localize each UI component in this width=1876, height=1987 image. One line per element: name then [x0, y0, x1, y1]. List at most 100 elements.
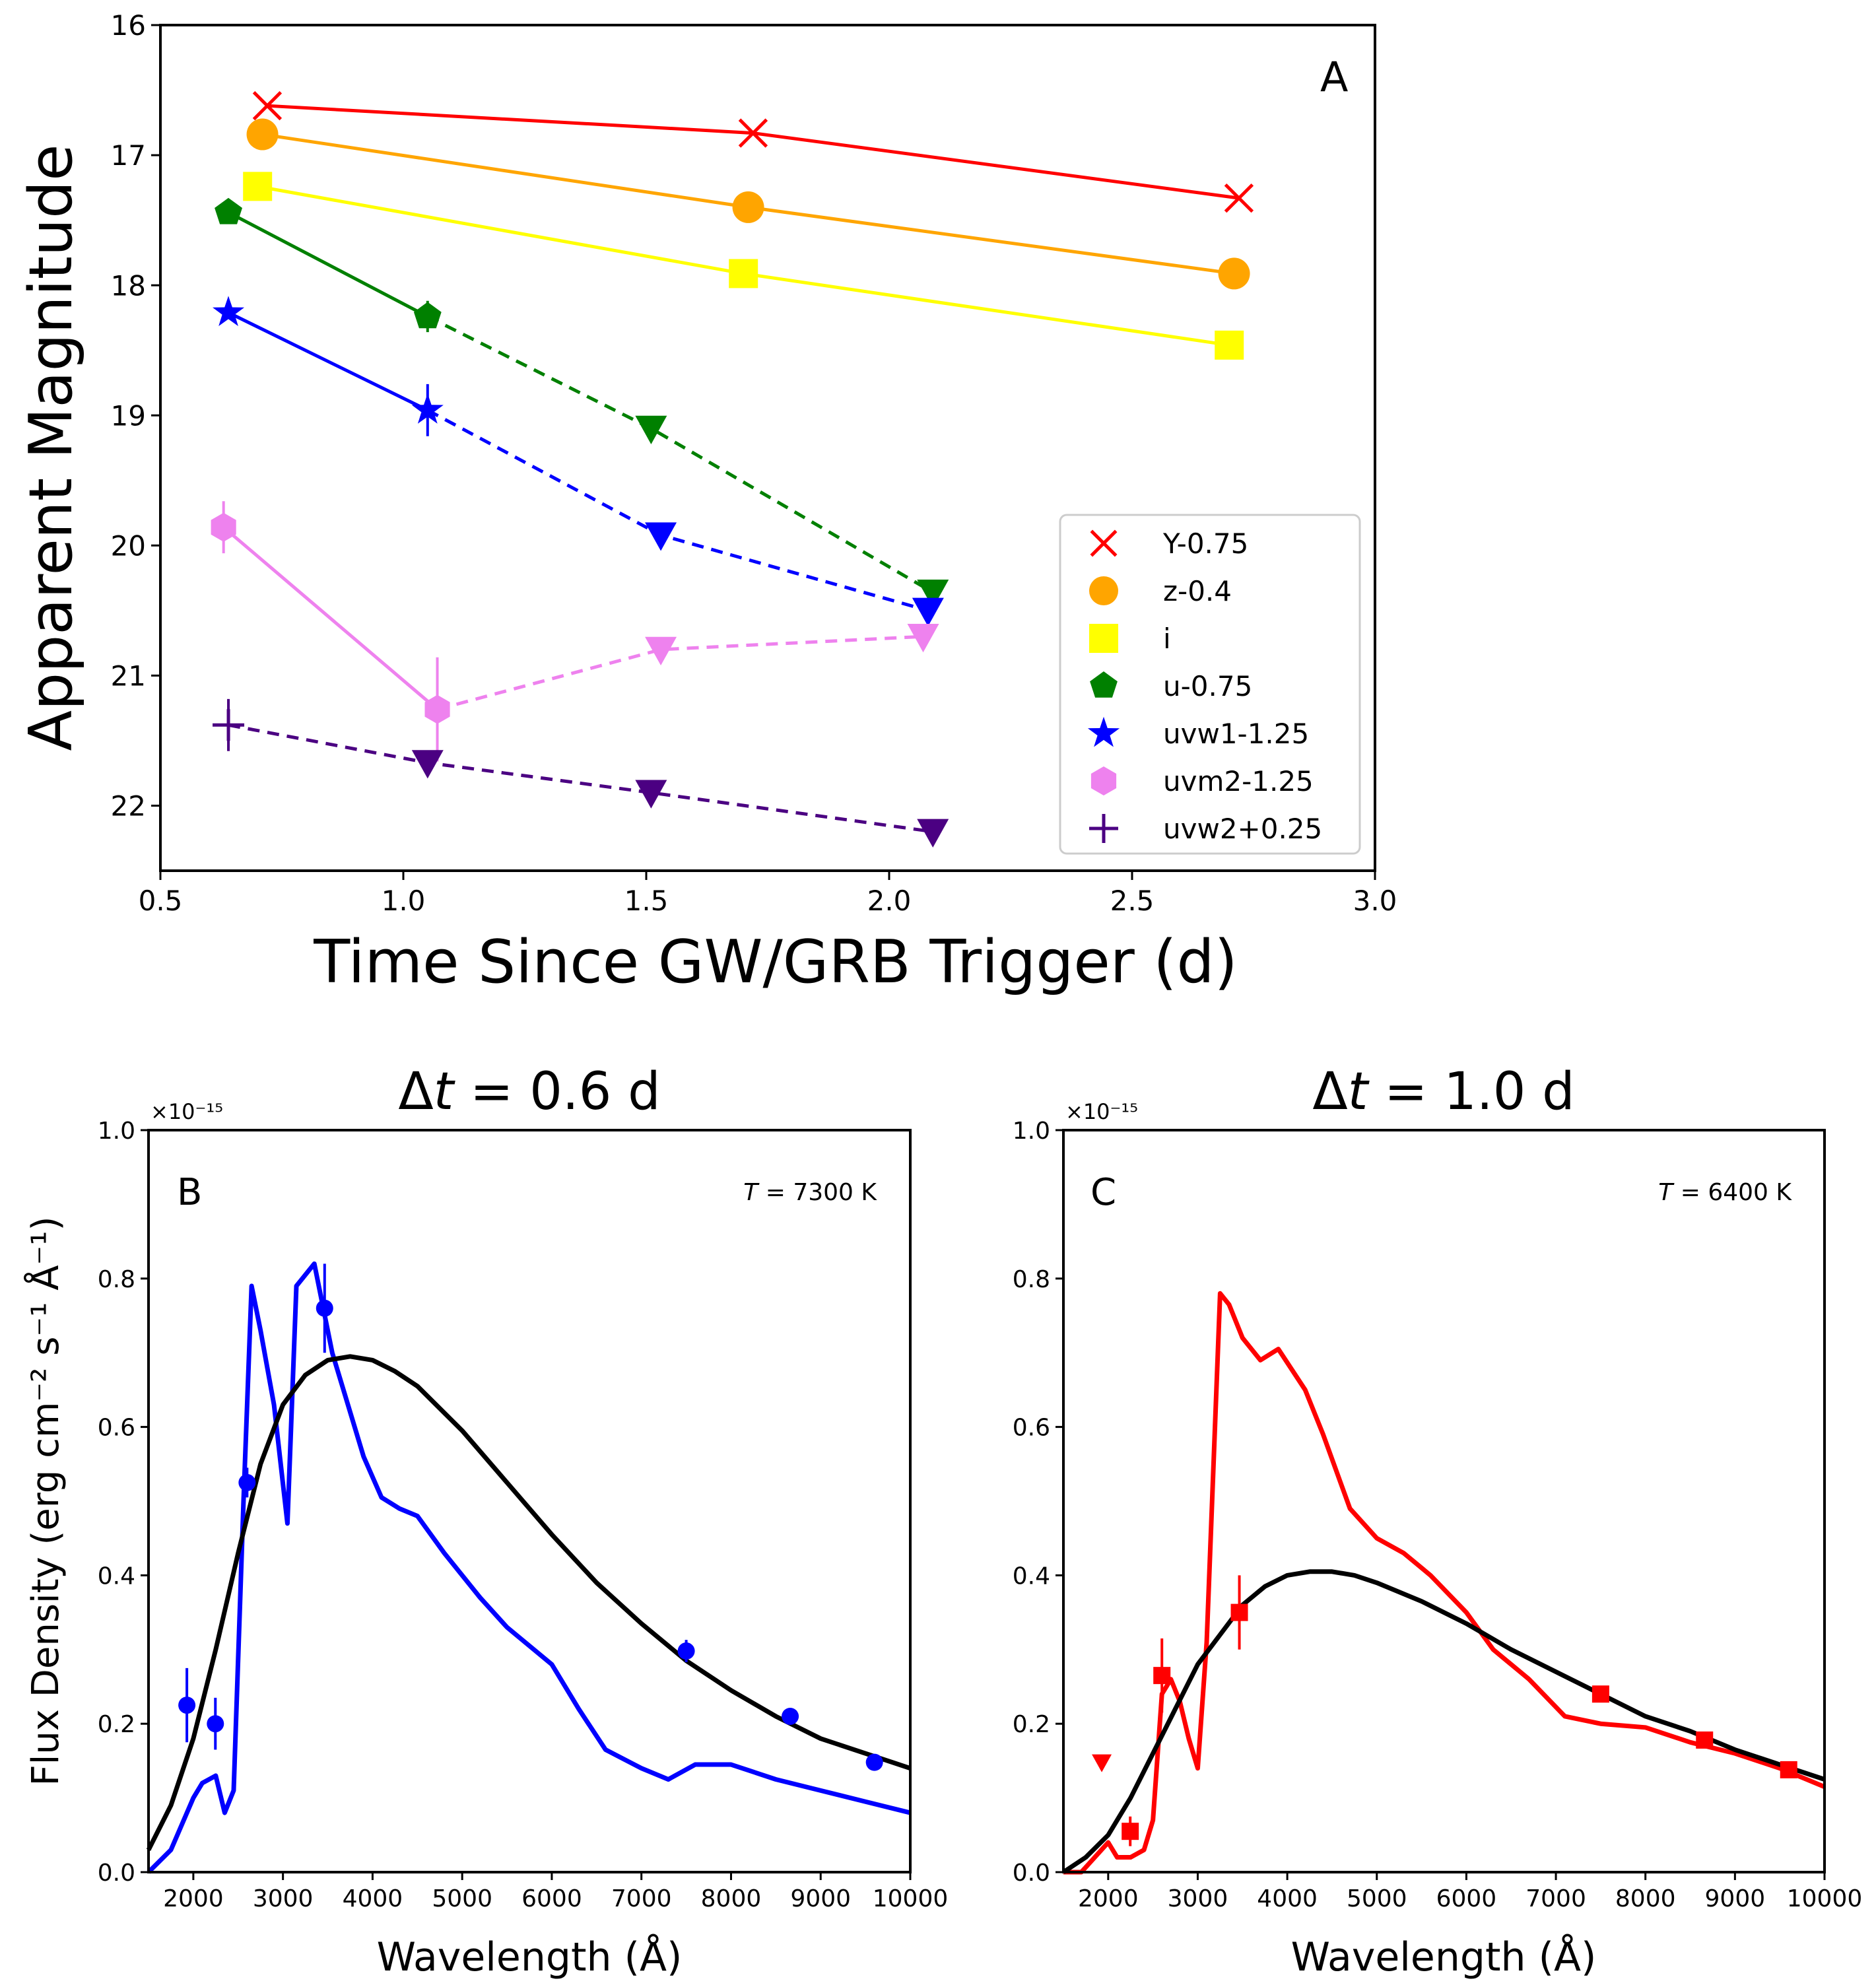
panel-c-title-prefix: Δ	[1312, 1062, 1347, 1122]
panel-c-photometry-point	[1696, 1731, 1714, 1749]
panel-b-xtick-label: 8000	[701, 1885, 762, 1912]
panel-c-frame	[1062, 1129, 1826, 1873]
panel-c-xtick-label: 2000	[1078, 1885, 1139, 1912]
series-upper-limit-6	[411, 750, 444, 779]
panel-c-xtick-label: 6000	[1436, 1885, 1497, 1912]
panel-c: 2000 3000 4000 5000 6000 7000 8000 9000 10000 0.0…	[1013, 1062, 1863, 1980]
panel-b-xtick-label: 3000	[253, 1885, 314, 1912]
panel-a-ytick-label: 18	[111, 269, 146, 302]
panel-c-temperature-var: T	[1658, 1179, 1675, 1206]
panel-c-temperature-rest: = 6400 K	[1673, 1179, 1792, 1206]
panel-c-xtick-label: 5000	[1347, 1885, 1407, 1912]
panel-b-title-suffix: = 0.6 d	[453, 1062, 660, 1122]
series-point-4	[213, 296, 245, 326]
panel-a-xtick-label: 1.0	[382, 885, 426, 917]
legend-label-6: uvw2+0.25	[1163, 813, 1322, 845]
panel-b-offset-text: ×10⁻¹⁵	[151, 1099, 223, 1124]
panel-c-ytick-label: 0.8	[1013, 1266, 1050, 1293]
legend-label-0: Y-0.75	[1162, 527, 1248, 560]
series-point-2	[1215, 330, 1244, 360]
series-point-1	[246, 118, 279, 151]
panel-a-xtick-label: 1.5	[624, 885, 669, 917]
panel-a-xtick-label: 0.5	[139, 885, 183, 917]
series-limit-line-5	[436, 634, 923, 712]
legend-marker-1	[1089, 576, 1118, 605]
series-point-5	[424, 694, 450, 724]
panel-b-xtick-label: 9000	[790, 1885, 851, 1912]
panel-c-photometry-point	[1591, 1685, 1609, 1703]
series-point-0	[738, 118, 768, 148]
panel-a-ytick-label: 22	[111, 790, 146, 823]
panel-c-xtick-label: 7000	[1525, 1885, 1586, 1912]
series-point-1	[732, 191, 764, 223]
panel-c-title: Δt = 1.0 d	[1312, 1062, 1574, 1122]
panel-c-title-var: t	[1348, 1062, 1370, 1122]
panel-b-temperature-var: T	[743, 1179, 760, 1206]
panel-b-ytick-label: 1.0	[98, 1118, 135, 1145]
panel-c-temperature: T = 6400 K	[1658, 1179, 1792, 1206]
panel-b-blackbody-curve	[146, 1354, 912, 1851]
panel-a-series	[211, 91, 1254, 848]
panel-b-series	[146, 1261, 912, 1874]
panel-b-ytick-label: 0.2	[98, 1711, 135, 1738]
panel-c-xlabel: Wavelength (Å)	[1291, 1934, 1597, 1980]
legend-marker-4	[1087, 716, 1120, 747]
panel-c-ytick-label: 1.0	[1013, 1118, 1050, 1145]
series-limit-line-3	[426, 315, 934, 594]
panel-b-frame	[147, 1129, 912, 1873]
series-upper-limit-3	[635, 415, 667, 444]
panel-c-series	[1062, 1291, 1826, 1875]
panel-b-xtick-label: 10000	[873, 1885, 949, 1912]
panel-b-ticks: 2000 3000 4000 5000 6000 7000 8000 9000 10000 0.0…	[98, 1118, 949, 1912]
panel-c-xtick-label: 9000	[1705, 1885, 1766, 1912]
panel-a-ylabel: Apparent Magnitude	[17, 144, 86, 751]
legend-marker-6	[1089, 814, 1118, 843]
legend-marker-0	[1090, 529, 1118, 557]
panel-c-xtick-label: 3000	[1168, 1885, 1228, 1912]
panel-b-label: B	[177, 1171, 202, 1214]
series-point-5	[211, 512, 236, 542]
panel-a-ticks: 0.5 1.0 1.5 2.0 2.5 3.0 16 17 18 19 20 21 22	[111, 9, 1397, 917]
panel-c-xtick-label: 8000	[1615, 1885, 1676, 1912]
panel-b-xtick-label: 2000	[163, 1885, 224, 1912]
panel-a-frame	[159, 24, 1376, 872]
panel-b-ytick-label: 0.0	[98, 1860, 135, 1887]
panel-a-xlabel: Time Since GW/GRB Trigger (d)	[313, 927, 1238, 997]
panel-c-xtick-label: 4000	[1257, 1885, 1318, 1912]
panel-c-photometry-point	[1780, 1761, 1797, 1778]
series-upper-limit-6	[917, 819, 949, 848]
panel-c-ytick-label: 0.2	[1013, 1711, 1050, 1738]
legend-marker-3	[1090, 671, 1118, 698]
panel-c-ytick-label: 0.6	[1013, 1415, 1050, 1442]
panel-b-title-prefix: Δ	[398, 1062, 433, 1122]
panel-a-ytick-label: 17	[111, 139, 146, 172]
panel-a-xtick-label: 3.0	[1353, 885, 1397, 917]
panel-b-ytick-label: 0.8	[98, 1266, 135, 1293]
panel-b-photometry-point	[207, 1715, 224, 1733]
legend-items: Y-0.75 z-0.4 i u-0.75 uvw1-1.25 uvm2-1.25 uvw2…	[1087, 527, 1322, 845]
panel-c-blackbody-curve	[1062, 1569, 1826, 1874]
legend-marker-2	[1089, 624, 1118, 653]
legend-box	[1059, 514, 1361, 855]
series-point-0	[252, 91, 283, 121]
panel-c-offset-text: ×10⁻¹⁵	[1065, 1099, 1138, 1124]
panel-b-ytick-label: 0.4	[98, 1563, 135, 1590]
panel-b-xtick-label: 6000	[521, 1885, 582, 1912]
series-upper-limit-5	[907, 624, 939, 653]
panel-a-label: A	[1320, 53, 1348, 101]
series-line-5	[222, 525, 439, 711]
series-point-4	[411, 393, 444, 424]
panel-c-photometry-point	[1153, 1667, 1171, 1685]
panel-b-xtick-label: 4000	[343, 1885, 403, 1912]
series-upper-limit-4	[912, 597, 944, 626]
panel-c-photometry-point	[1122, 1823, 1139, 1840]
series-upper-limit-5	[645, 636, 677, 665]
series-point-1	[1218, 257, 1250, 290]
panel-b-photometry-point	[316, 1299, 333, 1317]
panel-b-photometry-point	[677, 1642, 695, 1660]
panel-b-ytick-label: 0.6	[98, 1415, 135, 1442]
panel-a: 0.5 1.0 1.5 2.0 2.5 3.0 16 17 18 19 20 21 22 A Time …	[17, 9, 1397, 997]
panel-c-ytick-label: 0.0	[1013, 1860, 1050, 1887]
panel-b-photometry-point	[238, 1473, 256, 1491]
